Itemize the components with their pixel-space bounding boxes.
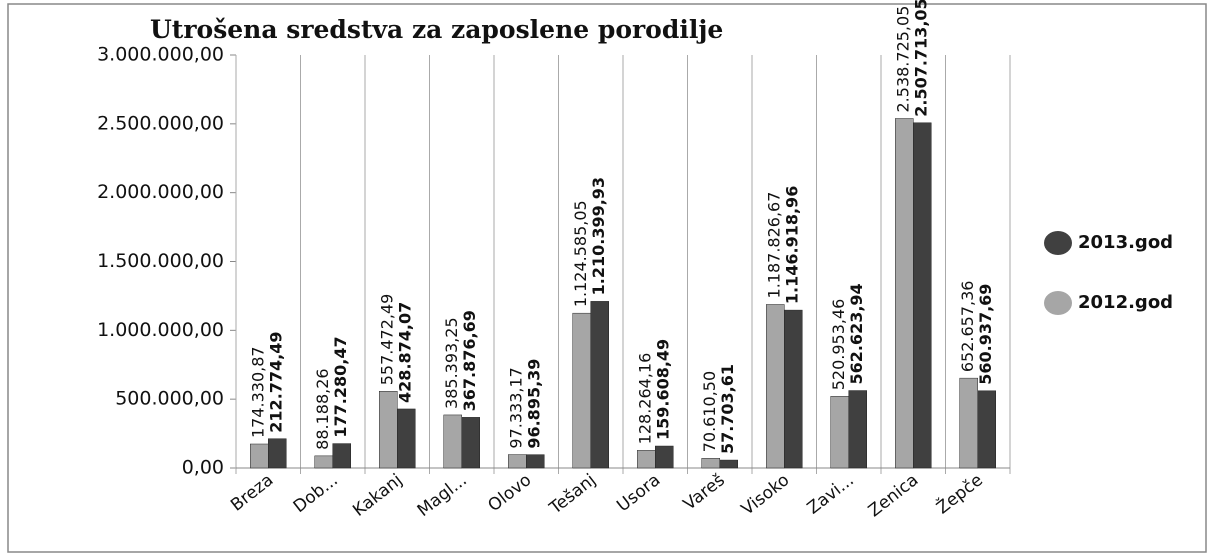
value-label: 652.657,36 — [958, 281, 977, 373]
bar — [508, 454, 527, 469]
value-label: 97.333,17 — [507, 367, 526, 448]
value-label: 212.774,49 — [267, 331, 286, 432]
value-label: 1.187.826,67 — [765, 192, 784, 299]
value-label: 520.953,46 — [829, 299, 848, 391]
legend-label: 2012.god — [1078, 292, 1173, 313]
bar — [701, 458, 720, 469]
value-label: 557.472,49 — [378, 294, 397, 386]
bar — [784, 309, 803, 469]
y-tick-label: 1.500.000,00 — [97, 250, 224, 272]
value-label: 1.210.399,93 — [589, 177, 608, 295]
bar — [250, 443, 269, 469]
value-label: 562.623,94 — [847, 283, 866, 384]
value-label: 367.876,69 — [460, 310, 479, 411]
legend-label: 2013.god — [1078, 232, 1173, 253]
legend-swatch — [1044, 231, 1072, 255]
value-label: 174.330,87 — [249, 346, 268, 438]
y-tick-label: 3.000.000,00 — [97, 44, 224, 66]
bar — [637, 450, 656, 469]
chart-title: Utrošena sredstva za zaposlene porodilje — [150, 15, 723, 44]
value-label: 88.188,26 — [313, 368, 332, 449]
y-tick-label: 0,00 — [182, 457, 224, 479]
bar — [268, 438, 287, 469]
value-label: 2.538.725,05 — [894, 6, 913, 113]
value-label: 57.703,61 — [718, 364, 737, 454]
value-label: 428.874,07 — [396, 302, 415, 403]
legend-swatch — [1044, 291, 1072, 315]
bar — [959, 377, 978, 469]
y-tick-label: 2.500.000,00 — [97, 112, 224, 134]
bar — [314, 455, 333, 469]
bar — [848, 390, 867, 469]
value-label: 177.280,47 — [331, 336, 350, 437]
bar — [332, 443, 351, 469]
value-label: 128.264,16 — [636, 353, 655, 445]
bar — [526, 454, 545, 469]
y-tick-label: 1.000.000,00 — [97, 319, 224, 341]
bar — [913, 122, 932, 469]
bar — [719, 459, 738, 469]
value-label: 1.124.585,05 — [571, 200, 590, 307]
bar — [830, 396, 849, 469]
bar — [766, 304, 785, 469]
y-tick-label: 2.000.000,00 — [97, 181, 224, 203]
bar — [590, 301, 609, 469]
value-label: 560.937,69 — [976, 284, 995, 385]
bar — [379, 391, 398, 469]
value-label: 1.146.918,96 — [783, 186, 802, 304]
value-label: 385.393,25 — [442, 317, 461, 409]
value-label: 2.507.713,05 — [912, 0, 931, 117]
bar — [572, 312, 591, 469]
bar — [443, 414, 462, 469]
y-tick-label: 500.000,00 — [115, 388, 224, 410]
value-label: 96.895,39 — [525, 359, 544, 449]
bar — [655, 445, 674, 469]
value-label: 159.608,49 — [654, 339, 673, 440]
bar — [397, 408, 416, 469]
bar — [977, 390, 996, 469]
value-label: 70.610,50 — [700, 371, 719, 452]
bar — [895, 118, 914, 469]
bar — [461, 417, 480, 469]
